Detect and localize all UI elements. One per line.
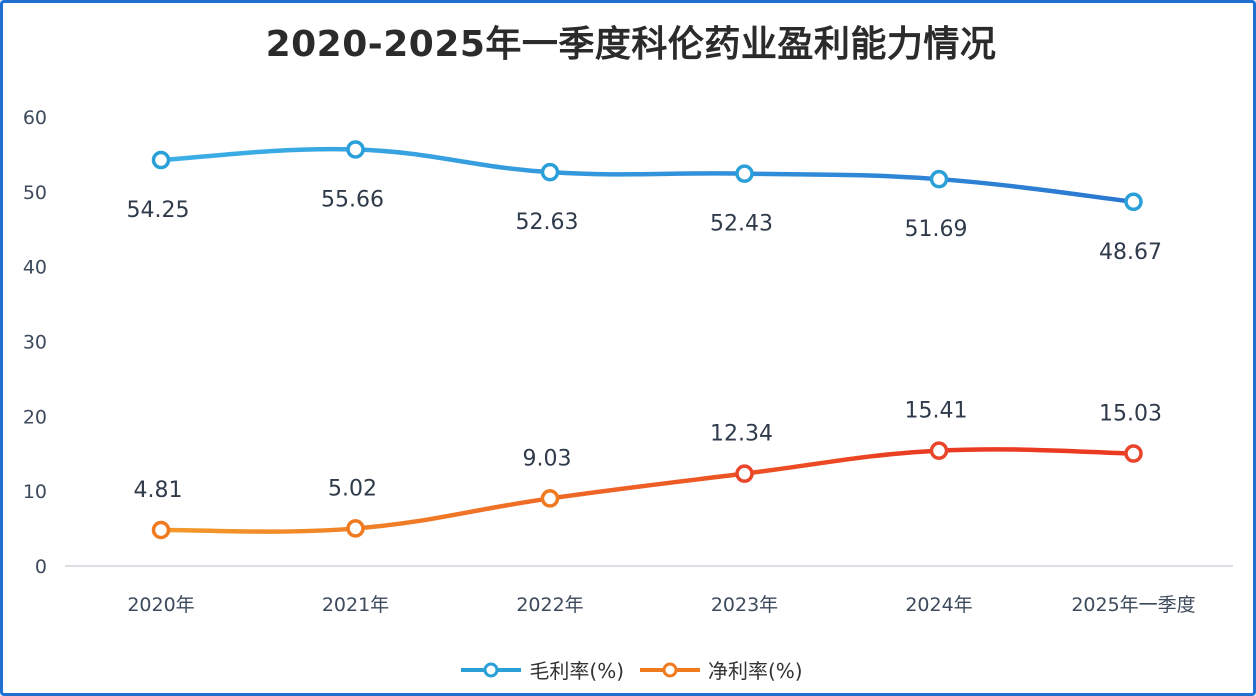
axes: 0 10 20 30 40 50 60 2020年 2021年 2022年 2023年 2024年 20… — [23, 107, 1233, 616]
chart-title: 2020-2025年一季度科伦药业盈利能力情况 — [265, 24, 997, 65]
y-tick-label: 40 — [23, 257, 47, 279]
data-label: 5.02 — [328, 476, 377, 501]
y-tick-label: 20 — [23, 406, 47, 428]
legend-net-margin-label: 净利率(%) — [708, 659, 803, 683]
data-label: 4.81 — [134, 478, 183, 503]
data-point[interactable] — [151, 520, 171, 540]
data-point[interactable] — [1124, 444, 1143, 463]
x-tick-label: 2025年一季度 — [1071, 594, 1195, 616]
data-point[interactable] — [929, 441, 949, 460]
legend-item-gross-margin[interactable]: 毛利率(%) — [459, 655, 624, 684]
y-tick-label: 10 — [23, 481, 47, 503]
y-tick-label: 50 — [23, 182, 47, 204]
series-line — [158, 447, 1136, 534]
x-tick-label: 2021年 — [322, 594, 389, 616]
legend-net-margin-marker — [640, 662, 700, 677]
line-chart: 0 10 20 30 40 50 60 2020年 2021年 2022年 2023年 2024年 20… — [23, 107, 1233, 616]
data-point[interactable] — [540, 162, 560, 182]
data-label: 52.43 — [710, 212, 773, 237]
legend-item-net-margin[interactable]: 净利率(%) — [638, 655, 803, 684]
y-tick-label: 30 — [23, 332, 47, 354]
series-layer: 54.25 55.66 52.63 52.43 51.69 48.67 4.81 5.02 9.… — [127, 140, 1162, 540]
legend: 毛利率(%) 净利率(%) — [3, 655, 1256, 684]
data-point[interactable] — [929, 169, 949, 189]
series-gross-margin: 54.25 55.66 52.63 52.43 51.69 48.67 — [127, 140, 1162, 265]
data-label: 51.69 — [905, 217, 968, 242]
data-label: 48.67 — [1099, 240, 1162, 265]
series-line — [158, 146, 1136, 205]
data-point[interactable] — [1124, 192, 1143, 212]
data-point[interactable] — [735, 164, 754, 183]
y-tick-label: 0 — [35, 556, 47, 578]
y-tick-label: 60 — [23, 107, 47, 129]
data-label: 52.63 — [516, 210, 579, 235]
legend-gross-margin-marker — [461, 662, 522, 677]
data-point[interactable] — [151, 150, 171, 170]
series-net-margin: 4.81 5.02 9.03 12.34 15.41 15.03 — [134, 399, 1162, 540]
data-label: 9.03 — [523, 446, 572, 471]
data-point[interactable] — [735, 464, 754, 483]
data-label: 12.34 — [710, 422, 773, 447]
x-tick-label: 2023年 — [711, 594, 778, 616]
data-label: 54.25 — [127, 198, 190, 223]
x-tick-label: 2024年 — [905, 594, 972, 616]
data-label: 15.03 — [1099, 402, 1162, 427]
data-point[interactable] — [540, 489, 560, 508]
data-point[interactable] — [346, 140, 365, 159]
data-label: 15.41 — [905, 399, 968, 424]
x-tick-label: 2022年 — [516, 594, 583, 616]
data-point[interactable] — [346, 519, 365, 538]
data-label: 55.66 — [321, 187, 384, 212]
x-tick-label: 2020年 — [127, 594, 194, 616]
legend-gross-margin-label: 毛利率(%) — [529, 659, 624, 683]
